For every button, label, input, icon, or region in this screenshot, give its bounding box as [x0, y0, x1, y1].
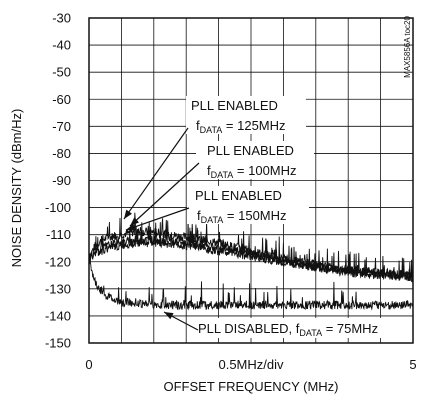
annotation-arrow	[123, 127, 189, 220]
annotation-title: PLL ENABLED	[191, 98, 278, 113]
y-tick-label: -30	[52, 11, 71, 26]
x-axis-note: 0.5MHz/div	[218, 357, 284, 372]
annotation-label: PLL DISABLED, fDATA = 75MHz	[198, 321, 378, 338]
chart-grid	[89, 18, 413, 343]
y-tick-label: -120	[45, 254, 71, 269]
annotation-arrows	[123, 127, 200, 331]
annotation-title: PLL ENABLED	[195, 188, 282, 203]
plot-frame	[88, 17, 414, 344]
y-tick-label: -140	[45, 308, 71, 323]
x-tick-label: 0	[85, 357, 92, 372]
annotations: PLL ENABLED fDATA = 125MHz PLL ENABLED fDAT…	[186, 96, 402, 338]
x-tick-label: 5	[409, 357, 416, 372]
annotation-background	[187, 186, 309, 224]
y-tick-label: -130	[45, 281, 71, 296]
annotation-frequency: fDATA = 100MHz	[207, 163, 297, 180]
annotation-background	[196, 141, 314, 179]
y-axis-title: NOISE DENSITY (dBm/Hz)	[9, 109, 24, 268]
figure-code: MAX5856A toc20	[403, 16, 412, 78]
annotation-arrow	[125, 207, 190, 231]
chart-series	[88, 212, 414, 311]
arrowhead	[126, 223, 136, 231]
y-tick-label: -80	[52, 146, 71, 161]
annotation-background	[190, 318, 402, 338]
x-axis-title: OFFSET FREQUENCY (MHz)	[163, 379, 338, 394]
annotation-frequency: fDATA = 150MHz	[197, 208, 287, 225]
arrowhead	[164, 312, 174, 320]
y-tick-label: -150	[45, 336, 71, 351]
arrowhead	[130, 217, 139, 226]
y-tick-label: -70	[52, 119, 71, 134]
y-tick-label: -100	[45, 200, 71, 215]
y-tick-label: -60	[52, 92, 71, 107]
y-tick-label: -110	[46, 227, 71, 242]
annotation-title: PLL ENABLED	[207, 143, 294, 158]
series-line-4	[88, 252, 414, 311]
y-tick-label: -50	[52, 65, 71, 80]
arrowhead	[124, 209, 132, 219]
series-line-3	[88, 222, 414, 283]
y-tick-labels: -30 -40 -50 -60 -70 -80 -90 -100 -110 -120 -130 -14…	[45, 11, 71, 351]
y-tick-label: -40	[52, 38, 71, 53]
annotation-frequency: fDATA = 125MHz	[196, 118, 286, 135]
annotation-arrow	[129, 162, 200, 227]
annotation-background	[186, 96, 306, 134]
y-tick-label: -90	[52, 173, 71, 188]
